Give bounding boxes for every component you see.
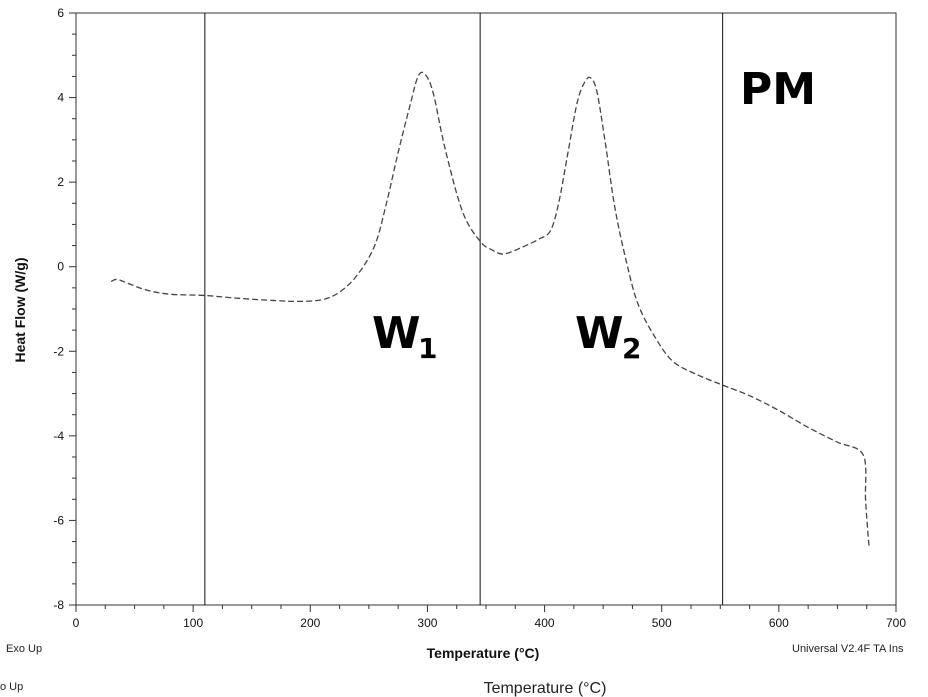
- exo-up-label: Exo Up: [6, 643, 42, 655]
- heat-flow-curve: [110, 71, 870, 546]
- x-tick-label: 0: [73, 616, 80, 630]
- x-tick-label: 300: [417, 616, 437, 630]
- y-tick-label: 2: [57, 175, 64, 189]
- x-tick-label: 100: [183, 616, 203, 630]
- y-tick-label: -2: [53, 344, 64, 358]
- x-axis-title: Temperature (°C): [427, 645, 540, 661]
- x-axis-ticks: 0 100 200 300 400 500 600 700: [73, 605, 906, 630]
- instrument-label: Universal V2.4F TA Ins: [792, 643, 904, 655]
- x-tick-label: 400: [535, 616, 555, 630]
- x-tick-label: 700: [886, 616, 906, 630]
- x-tick-label: 500: [652, 616, 672, 630]
- y-tick-label: 4: [57, 91, 64, 105]
- ghost-exo-up: o Up: [0, 681, 23, 693]
- y-tick-label: 0: [57, 260, 64, 274]
- w2-label: W: [575, 308, 624, 359]
- w1-subscript: 1: [418, 332, 437, 365]
- ghost-temperature-title: Temperature (°C): [484, 680, 607, 697]
- region-dividers: [204, 13, 724, 605]
- w1-label: W: [372, 308, 421, 359]
- x-tick-label: 200: [300, 616, 320, 630]
- y-tick-label: -8: [53, 598, 64, 612]
- x-tick-label: 600: [769, 616, 789, 630]
- w2-subscript: 2: [622, 332, 641, 365]
- y-axis-title: Heat Flow (W/g): [12, 258, 28, 363]
- pm-label: PM: [740, 64, 816, 115]
- y-tick-label: -6: [53, 513, 64, 527]
- y-axis-ticks: -8 -6 -4 -2 0 2 4 6: [53, 6, 76, 612]
- y-tick-label: -4: [53, 429, 64, 443]
- y-tick-label: 6: [57, 6, 64, 20]
